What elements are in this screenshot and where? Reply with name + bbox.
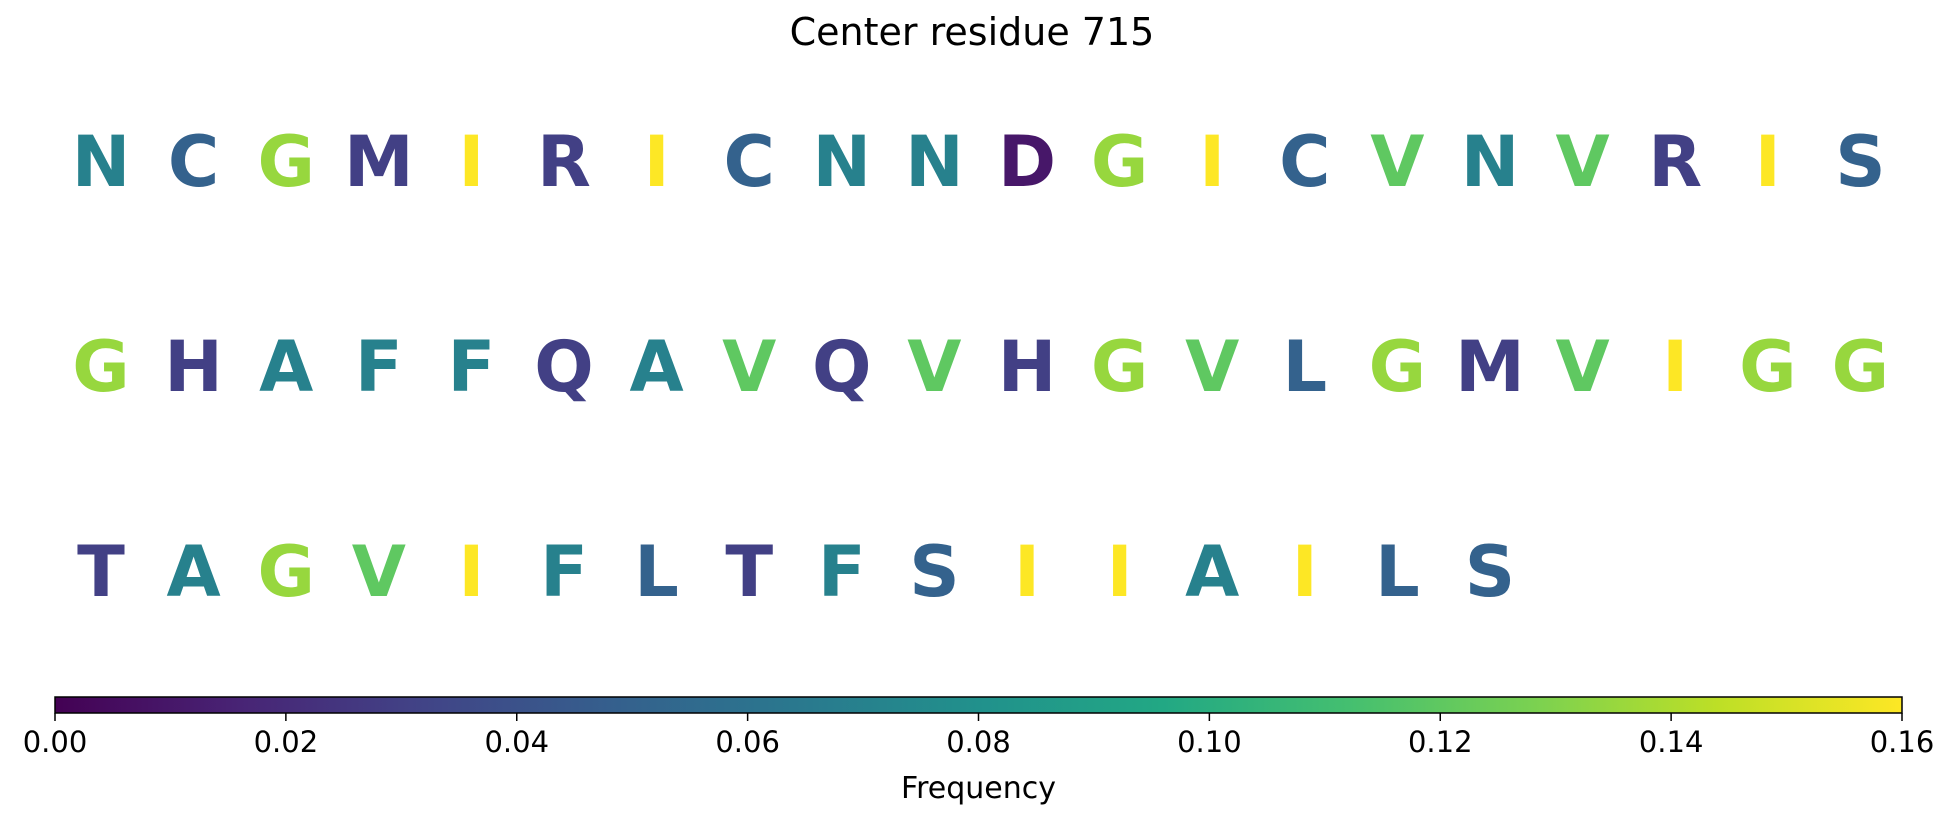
residue-letter: L [1375, 531, 1420, 613]
residue-letter: G [257, 531, 314, 613]
residue-letter: T [77, 531, 125, 613]
residue-letter: C [168, 121, 219, 203]
residue-letter: Q [534, 326, 594, 408]
residue-letter: V [1556, 121, 1610, 203]
residue-letter: S [1465, 531, 1515, 613]
residue-letter: T [725, 531, 773, 613]
chart-title: Center residue 715 [789, 10, 1155, 54]
colorbar-tick-label: 0.14 [1639, 725, 1704, 759]
residue-letter: F [818, 531, 866, 613]
residue-letter: S [1835, 121, 1885, 203]
residue-letter: A [167, 531, 221, 613]
residue-letter: N [905, 121, 964, 203]
residue-letter: C [1279, 121, 1330, 203]
residue-letter: N [813, 121, 872, 203]
colorbar-tick-label: 0.10 [1177, 725, 1242, 759]
residue-letter: G [1369, 326, 1426, 408]
residue-letter: A [259, 326, 313, 408]
residue-letter: Q [812, 326, 872, 408]
residue-letter: G [1091, 326, 1148, 408]
residue-letter: V [1185, 326, 1239, 408]
residue-letter: G [1739, 326, 1796, 408]
residue-letter: S [909, 531, 959, 613]
residue-letter: A [1185, 531, 1239, 613]
colorbar-tick-label: 0.06 [715, 725, 780, 759]
residue-letter: G [1091, 121, 1148, 203]
residue-letter: L [1282, 326, 1327, 408]
residue-letter: V [1370, 121, 1424, 203]
residue-letter: V [1556, 326, 1610, 408]
residue-letter: F [540, 531, 588, 613]
residue-letter: G [1832, 326, 1889, 408]
residue-letter: C [724, 121, 775, 203]
colorbar-label: Frequency [901, 771, 1056, 806]
residue-letter: I [1014, 531, 1040, 613]
residue-letter: I [1199, 121, 1225, 203]
residue-letter: I [458, 121, 484, 203]
residue-letter: V [907, 326, 961, 408]
residue-letter: I [1662, 326, 1688, 408]
residue-letter: I [458, 531, 484, 613]
residue-letter: I [1755, 121, 1781, 203]
residue-letter: G [257, 121, 314, 203]
residue-letter: F [355, 326, 403, 408]
residue-letter: V [352, 531, 406, 613]
colorbar-tick-label: 0.02 [254, 725, 319, 759]
residue-letter: A [630, 326, 684, 408]
residue-letter: M [344, 121, 414, 203]
colorbar [54, 696, 1903, 714]
residue-letter: F [447, 326, 495, 408]
residue-letter: R [1648, 121, 1702, 203]
residue-letter: V [722, 326, 776, 408]
residue-letter: M [1455, 326, 1525, 408]
colorbar-tick-label: 0.00 [23, 725, 88, 759]
residue-letter: G [72, 326, 129, 408]
residue-letter: H [164, 326, 223, 408]
colorbar-tick-label: 0.04 [484, 725, 549, 759]
residue-letter: L [634, 531, 679, 613]
residue-letter: D [998, 121, 1056, 203]
residue-letter: N [72, 121, 131, 203]
colorbar-tick-label: 0.08 [946, 725, 1011, 759]
residue-letter: R [537, 121, 591, 203]
colorbar-tick-label: 0.12 [1408, 725, 1473, 759]
residue-letter: N [1461, 121, 1520, 203]
colorbar-tick-label: 0.16 [1870, 725, 1935, 759]
residue-letter: H [998, 326, 1057, 408]
residue-letter: I [644, 121, 670, 203]
residue-letter: I [1107, 531, 1133, 613]
residue-letter: I [1292, 531, 1318, 613]
